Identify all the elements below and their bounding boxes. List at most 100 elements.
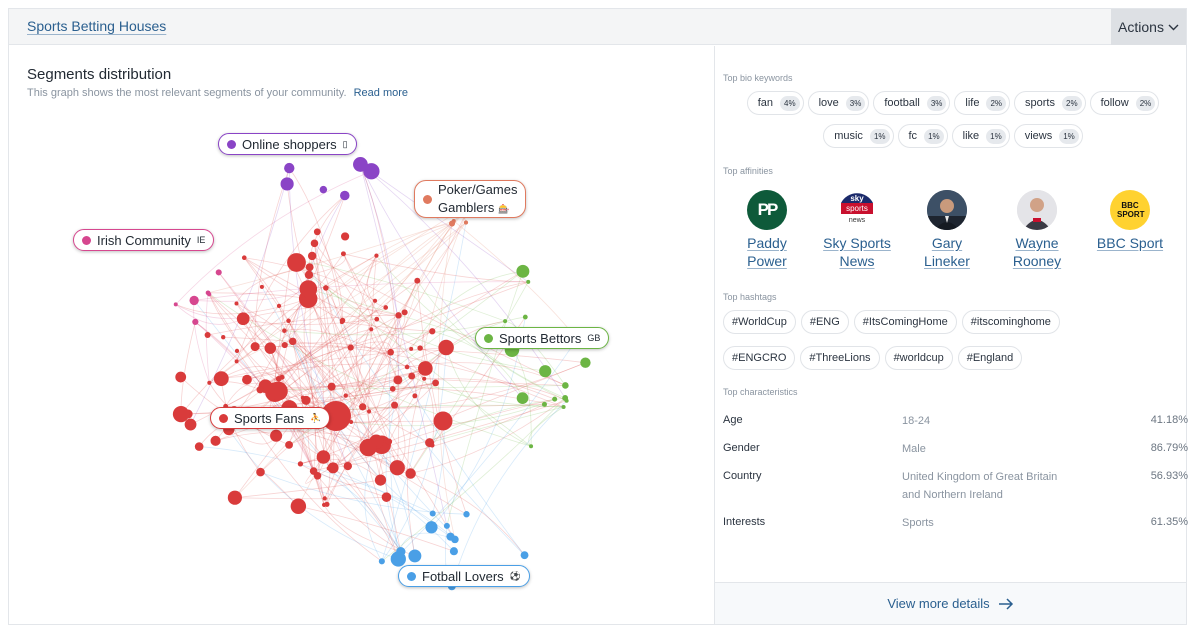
graph-edge <box>360 164 400 380</box>
hashtag-chip[interactable]: #worldcup <box>884 346 953 370</box>
segment-label-sports-fans[interactable]: Sports Fans ⛹ <box>210 407 331 429</box>
graph-edge <box>274 366 408 393</box>
affinity-wayne-rooney[interactable]: Wayne Rooney <box>997 190 1077 270</box>
graph-edge <box>243 257 330 469</box>
hashtag-chip[interactable]: #ENGCRO <box>723 346 796 370</box>
graph-node <box>326 466 331 471</box>
affinity-gary-lineker[interactable]: Gary Lineker <box>907 190 987 270</box>
keyword-chip[interactable]: music 1% <box>823 124 894 148</box>
graph-edge <box>175 298 309 315</box>
graph-node <box>236 312 250 326</box>
graph-edge <box>221 347 447 380</box>
affinities-label: Top affinities <box>723 166 773 176</box>
graph-edge <box>451 400 567 587</box>
graph-edge <box>292 341 316 472</box>
graph-node <box>285 440 293 449</box>
segment-label-irish-community[interactable]: Irish Community IE <box>73 229 215 251</box>
graph-edge <box>292 341 451 538</box>
affinity-bbc-sport[interactable]: BBC SPORT BBC Sport <box>1090 190 1170 252</box>
actions-label: Actions <box>1118 19 1164 35</box>
view-more-label: View more details <box>887 596 990 611</box>
segment-name: Online shoppers <box>242 136 337 152</box>
graph-edge <box>309 266 525 556</box>
graph-node <box>404 364 410 370</box>
hashtag-chip[interactable]: #ENG <box>800 310 849 334</box>
graph-edge <box>243 306 399 320</box>
graph-edge <box>362 280 418 408</box>
graph-node <box>389 460 405 476</box>
keyword-chip[interactable]: views 1% <box>1013 124 1083 148</box>
keyword-word: football <box>884 97 920 109</box>
paddy-power-logo-icon: PP <box>747 190 787 230</box>
characteristic-value: United Kingdom of Great Britain and Nort… <box>902 471 1058 501</box>
keyword-word: sports <box>1025 97 1055 109</box>
graph-node <box>526 279 531 284</box>
keyword-chip[interactable]: fan 4% <box>746 91 804 115</box>
actions-button[interactable]: Actions <box>1111 9 1186 45</box>
hashtags-list: #WorldCup #ENG #ItsComingHome #itscominghom… <box>723 310 1183 370</box>
keyword-chip[interactable]: sports 2% <box>1014 91 1086 115</box>
hashtag-chip[interactable]: #WorldCup <box>723 310 796 334</box>
segment-name: Poker/Games <box>438 181 518 197</box>
graph-edge <box>360 164 566 399</box>
hashtag-chip[interactable]: #itscominghome <box>961 310 1060 334</box>
graph-node <box>173 302 178 307</box>
gary-lineker-avatar <box>927 190 967 230</box>
affinity-name: BBC Sport <box>1096 235 1164 251</box>
hashtag-chip[interactable]: #England <box>957 346 1023 370</box>
keyword-chip[interactable]: love 3% <box>807 91 870 115</box>
characteristic-value: Male <box>902 443 926 455</box>
keyword-chip[interactable]: football 3% <box>873 91 951 115</box>
graph-edge <box>367 255 386 308</box>
graph-node <box>374 253 379 258</box>
graph-node <box>299 280 318 298</box>
graph-edge <box>255 346 586 364</box>
page-title[interactable]: Sports Betting Houses <box>27 18 167 34</box>
graph-edge <box>343 253 529 283</box>
segment-flag-icon: 🎰 <box>497 203 510 214</box>
graph-node <box>580 357 591 368</box>
graph-edge <box>236 195 346 362</box>
graph-node <box>516 264 530 278</box>
affinity-name: Sky Sports News <box>817 234 897 270</box>
graph-edge <box>351 420 444 423</box>
graph-edge <box>388 352 399 560</box>
segment-label-fotball-lovers[interactable]: Fotball Lovers ⚽ <box>398 565 530 587</box>
graph-edge <box>243 318 377 326</box>
hashtag-chip[interactable]: #ItsComingHome <box>853 310 957 334</box>
graph-edge <box>326 368 428 505</box>
graph-edge <box>250 418 383 562</box>
graph-edge <box>228 429 277 445</box>
keyword-chip[interactable]: like 1% <box>951 124 1010 148</box>
read-more-link[interactable]: Read more <box>353 87 409 99</box>
hashtag-chip[interactable]: #ThreeLions <box>800 346 880 370</box>
graph-edge <box>343 253 425 380</box>
graph-node <box>284 162 295 174</box>
segment-label-sports-bettors[interactable]: Sports Bettors GB <box>475 327 610 349</box>
graph-node <box>234 301 239 306</box>
affinity-sky-sports-news[interactable]: sky sports news Sky Sports News <box>817 190 897 270</box>
graph-edge <box>410 281 529 474</box>
graph-node <box>286 318 291 324</box>
segment-label-poker-games-gamblers[interactable]: Poker/Games Gamblers 🎰 <box>414 180 527 218</box>
keyword-chip[interactable]: follow 2% <box>1089 91 1160 115</box>
segment-dot <box>407 571 416 581</box>
keyword-chip[interactable]: fc 1% <box>897 124 948 148</box>
affinity-paddy-power[interactable]: PP Paddy Power <box>727 190 807 270</box>
graph-edge <box>175 170 372 305</box>
graph-node <box>343 393 348 398</box>
graph-edge <box>218 272 307 401</box>
keyword-chip[interactable]: life 2% <box>954 91 1011 115</box>
bio-keywords-label: Top bio keywords <box>723 73 793 83</box>
keyword-pct: 1% <box>924 128 944 144</box>
bbc-sport-logo-icon: BBC SPORT <box>1110 190 1150 230</box>
graph-edge <box>438 223 456 540</box>
segment-label-online-shoppers[interactable]: Online shoppers ▯ <box>218 133 357 155</box>
affinity-name: Paddy Power <box>727 234 807 270</box>
graph-edge <box>305 470 318 484</box>
graph-edge <box>328 404 545 469</box>
graph-edge <box>407 378 425 557</box>
graph-node <box>552 396 558 402</box>
view-more-details-button[interactable]: View more details <box>715 582 1186 624</box>
graph-node <box>227 490 242 505</box>
